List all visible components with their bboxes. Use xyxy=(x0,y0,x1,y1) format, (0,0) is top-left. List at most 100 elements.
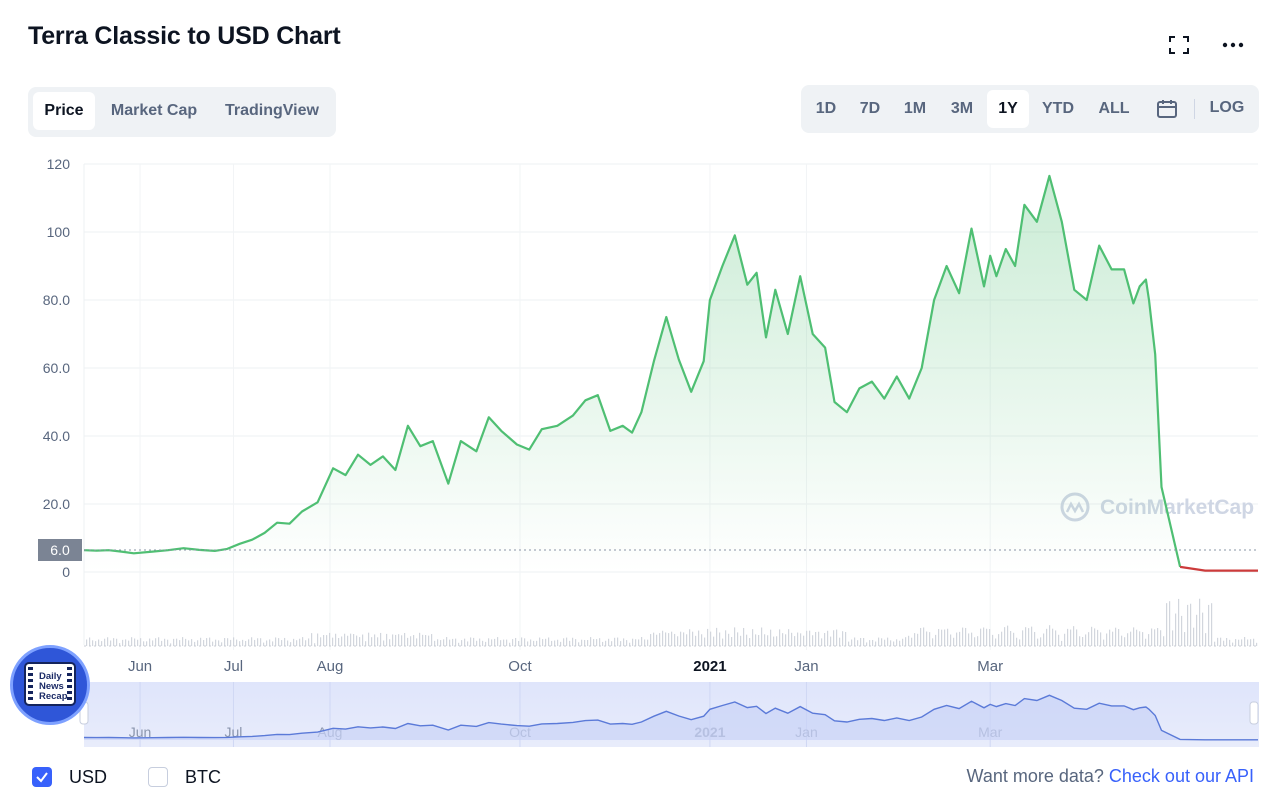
volume-bar xyxy=(1034,631,1036,646)
volume-bar xyxy=(1163,636,1165,646)
volume-bar xyxy=(497,637,499,646)
volume-bar xyxy=(1187,604,1189,646)
volume-bar xyxy=(1073,626,1075,646)
tab-market-cap[interactable]: Market Cap xyxy=(110,102,198,119)
range-all[interactable]: ALL xyxy=(1098,100,1130,117)
volume-bar xyxy=(827,630,829,646)
volume-bar xyxy=(1256,642,1258,646)
volume-bar xyxy=(755,634,757,646)
volume-bar xyxy=(1055,630,1057,646)
volume-bar xyxy=(794,636,796,646)
volume-bar xyxy=(812,635,814,646)
volume-bar xyxy=(212,641,214,646)
volume-bar xyxy=(776,636,778,646)
navigator-right-handle[interactable] xyxy=(1249,701,1259,725)
volume-bar xyxy=(1088,632,1090,646)
range-1m[interactable]: 1M xyxy=(903,100,927,117)
volume-bar xyxy=(641,637,643,646)
usd-checkbox[interactable] xyxy=(32,767,52,787)
volume-bar xyxy=(1253,638,1255,646)
volume-bar xyxy=(269,639,271,646)
volume-bar xyxy=(848,641,850,646)
volume-bar xyxy=(461,640,463,646)
daily-news-recap-badge[interactable]: Daily News Recap xyxy=(10,645,90,725)
volume-bar xyxy=(938,629,940,646)
volume-bar xyxy=(1097,629,1099,646)
more-options-icon[interactable] xyxy=(1221,34,1245,56)
volume-bar xyxy=(395,634,397,646)
volume-bar xyxy=(617,637,619,646)
volume-bar xyxy=(1217,637,1219,646)
volume-bar xyxy=(350,633,352,646)
volume-bar xyxy=(1040,637,1042,646)
volume-bar xyxy=(1235,639,1237,646)
x-axis-label: Mar xyxy=(977,658,1003,675)
price-line-up xyxy=(83,174,1182,568)
calendar-icon[interactable] xyxy=(1147,90,1187,128)
tab-price[interactable]: Price xyxy=(33,92,95,130)
volume-bar xyxy=(290,642,292,646)
range-1d[interactable]: 1D xyxy=(815,100,837,117)
volume-bar xyxy=(470,637,472,646)
volume-bar xyxy=(332,637,334,646)
log-toggle[interactable]: LOG xyxy=(1209,99,1245,116)
chart-title: Terra Classic to USD Chart xyxy=(28,22,341,50)
volume-bar xyxy=(677,636,679,646)
range-ytd[interactable]: YTD xyxy=(1042,100,1074,117)
tab-tradingview[interactable]: TradingView xyxy=(225,102,319,119)
volume-bar xyxy=(671,631,673,646)
volume-bar xyxy=(89,637,91,646)
volume-bar xyxy=(296,640,298,646)
volume-bar xyxy=(935,634,937,646)
volume-bar xyxy=(251,637,253,646)
api-link[interactable]: Check out our API xyxy=(1108,766,1254,786)
fullscreen-icon[interactable] xyxy=(1167,34,1191,56)
volume-bar xyxy=(320,637,322,646)
volume-bar xyxy=(866,642,868,646)
range-3m[interactable]: 3M xyxy=(950,100,974,117)
volume-bar xyxy=(728,633,730,646)
volume-bar xyxy=(476,640,478,646)
volume-bar xyxy=(998,634,1000,646)
navigator-label: Jul xyxy=(225,724,243,740)
volume-bar xyxy=(983,627,985,646)
range-1y[interactable]: 1Y xyxy=(987,90,1029,128)
range-7d[interactable]: 7D xyxy=(859,100,881,117)
volume-bar xyxy=(1247,639,1249,646)
volume-bar xyxy=(971,632,973,646)
x-axis-label: Jun xyxy=(128,658,152,675)
y-tick-label: 120 xyxy=(47,156,71,172)
volume-bar xyxy=(719,632,721,646)
volume-bar xyxy=(164,638,166,646)
volume-bar xyxy=(962,627,964,646)
volume-bar xyxy=(377,637,379,646)
volume-bar xyxy=(980,628,982,646)
volume-bar xyxy=(554,640,556,646)
volume-bar xyxy=(365,641,367,646)
volume-bar xyxy=(626,640,628,646)
volume-bar xyxy=(788,629,790,646)
view-tab-group: Price Market Cap TradingView xyxy=(28,87,336,137)
volume-bar xyxy=(356,635,358,646)
volume-bar xyxy=(449,639,451,646)
volume-bar xyxy=(560,641,562,646)
volume-bar xyxy=(299,638,301,646)
volume-bar xyxy=(551,640,553,646)
volume-bar xyxy=(911,637,913,646)
volume-bar xyxy=(515,637,517,646)
x-axis-labels: Jun Jul Aug Oct 2021 Jan Mar xyxy=(128,658,1003,675)
volume-bar xyxy=(512,639,514,646)
btc-checkbox[interactable] xyxy=(148,767,168,787)
volume-bar xyxy=(1142,632,1144,646)
volume-bar xyxy=(680,631,682,646)
volume-bar xyxy=(95,641,97,646)
volume-bar xyxy=(833,630,835,646)
volume-bar xyxy=(902,638,904,646)
volume-bar xyxy=(1166,603,1168,646)
volume-bar xyxy=(209,637,211,646)
volume-bar xyxy=(272,641,274,646)
volume-bar xyxy=(692,631,694,646)
volume-bar xyxy=(146,641,148,646)
